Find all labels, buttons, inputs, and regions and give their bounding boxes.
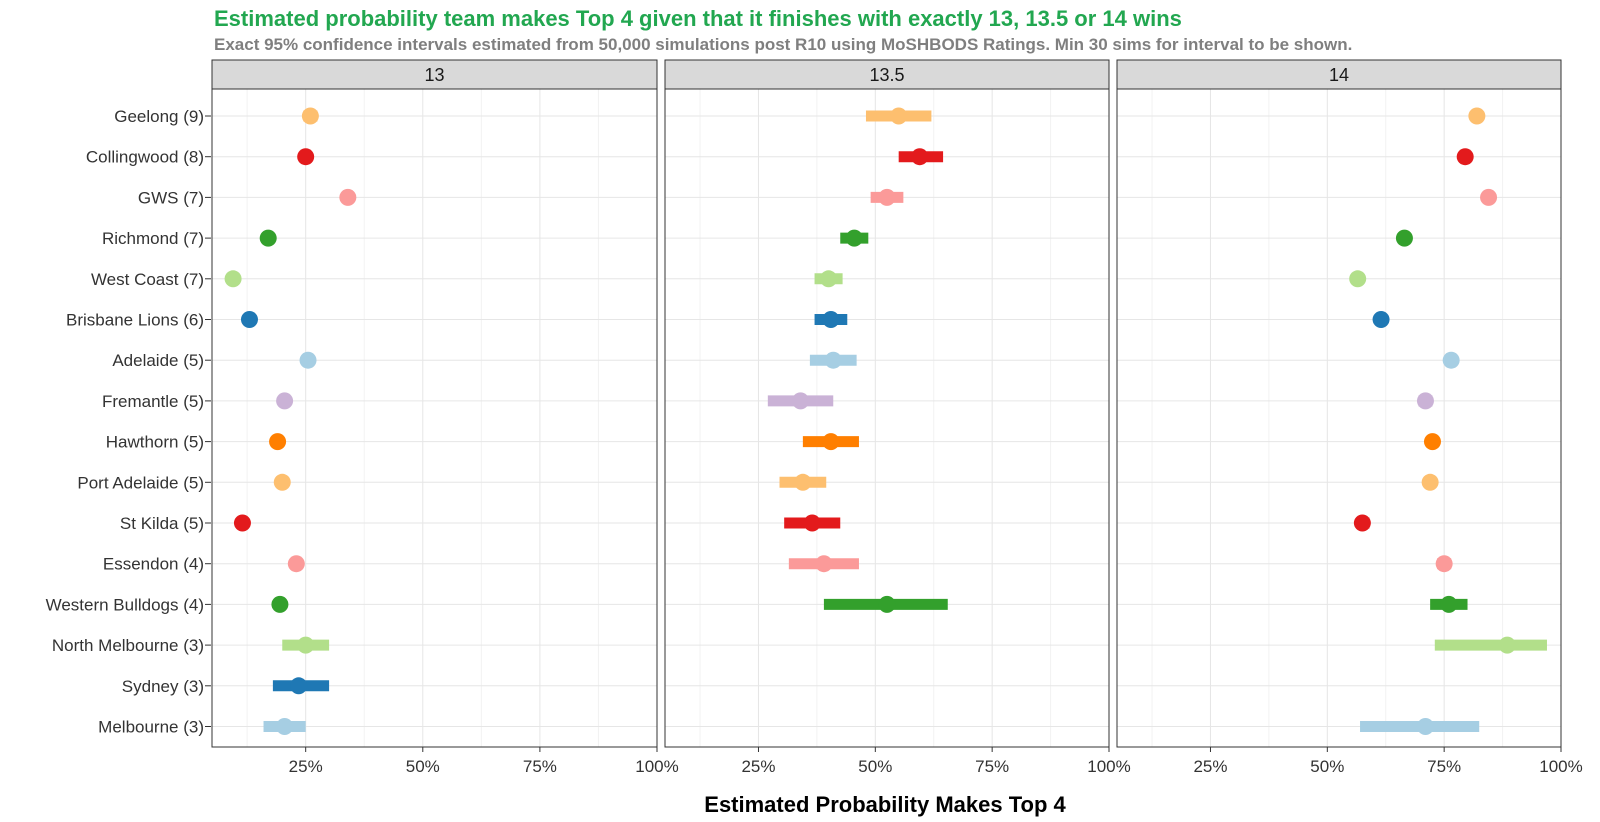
team-label: Fremantle (5) xyxy=(102,392,204,411)
x-tick-label: 75% xyxy=(523,757,557,776)
estimate-point xyxy=(878,188,896,206)
panel-background xyxy=(212,89,657,747)
estimate-point xyxy=(1395,229,1413,247)
estimate-point xyxy=(803,514,821,532)
x-tick-label: 50% xyxy=(1310,757,1344,776)
estimate-point xyxy=(259,229,277,247)
estimate-point xyxy=(271,595,289,613)
facet-panels: 13 25% 50% 75% 100% 13.5 25% 50% 75% 100% 14 25% 50%… xyxy=(211,59,1583,776)
facet-panel: 13.5 25% 50% 75% 100% xyxy=(664,59,1131,776)
estimate-point xyxy=(794,473,812,491)
team-label: GWS (7) xyxy=(138,188,204,207)
team-label: Richmond (7) xyxy=(102,229,204,248)
panel-border xyxy=(1116,88,1562,748)
team-label: Essendon (4) xyxy=(103,555,204,574)
estimate-point xyxy=(878,595,896,613)
team-label: St Kilda (5) xyxy=(120,514,204,533)
team-label: Geelong (9) xyxy=(114,107,204,126)
estimate-point xyxy=(290,677,308,695)
estimate-point xyxy=(1498,636,1516,654)
x-tick-label: 25% xyxy=(289,757,323,776)
panel-border xyxy=(664,88,1110,748)
team-label: Adelaide (5) xyxy=(112,351,204,370)
estimate-point xyxy=(1435,555,1453,573)
estimate-point xyxy=(287,555,305,573)
estimate-point xyxy=(339,188,357,206)
estimate-point xyxy=(273,473,291,491)
team-label: West Coast (7) xyxy=(91,270,204,289)
x-axis-label: Estimated Probability Makes Top 4 xyxy=(704,792,1066,817)
team-labels: Geelong (9) Collingwood (8) GWS (7) Richmon… xyxy=(46,107,211,737)
estimate-point xyxy=(276,392,294,410)
team-label: North Melbourne (3) xyxy=(52,636,204,655)
estimate-point xyxy=(1423,433,1441,451)
facet-panel: 13 25% 50% 75% 100% xyxy=(211,59,679,776)
facet-strip-label: 14 xyxy=(1329,65,1349,85)
estimate-point xyxy=(301,107,319,125)
facet-strip xyxy=(664,59,1110,90)
estimate-point xyxy=(1440,595,1458,613)
team-label: Port Adelaide (5) xyxy=(77,473,204,492)
estimate-point xyxy=(297,148,315,166)
estimate-point xyxy=(1480,188,1498,206)
estimate-point xyxy=(233,514,251,532)
estimate-point xyxy=(820,270,838,288)
estimate-point xyxy=(1372,311,1390,328)
estimate-point xyxy=(1456,148,1474,166)
team-label: Brisbane Lions (6) xyxy=(66,311,204,330)
panel-background xyxy=(665,89,1109,747)
team-label: Western Bulldogs (4) xyxy=(46,595,204,614)
team-label: Hawthorn (5) xyxy=(106,433,204,452)
estimate-point xyxy=(824,351,842,369)
estimate-point xyxy=(1468,107,1486,125)
x-tick-label: 75% xyxy=(1427,757,1461,776)
panel-border xyxy=(211,88,658,748)
estimate-point xyxy=(269,433,287,451)
facet-strip-label: 13 xyxy=(424,65,444,85)
facet-strip xyxy=(1116,59,1562,90)
estimate-point xyxy=(299,351,317,369)
estimate-point xyxy=(822,433,840,451)
estimate-point xyxy=(1353,514,1371,532)
estimate-point xyxy=(297,636,315,654)
x-tick-label: 75% xyxy=(975,757,1009,776)
estimate-point xyxy=(890,107,908,125)
estimate-point xyxy=(792,392,810,410)
chart-subtitle: Exact 95% confidence intervals estimated… xyxy=(214,35,1352,54)
x-tick-label: 25% xyxy=(741,757,775,776)
estimate-point xyxy=(224,270,242,288)
estimate-point xyxy=(1421,473,1439,491)
estimate-point xyxy=(1442,351,1460,369)
estimate-point xyxy=(240,311,258,328)
estimate-point xyxy=(822,311,840,328)
facet-panel: 14 25% 50% 75% 100% xyxy=(1116,59,1583,776)
estimate-point xyxy=(815,555,833,573)
estimate-point xyxy=(276,718,294,735)
x-tick-label: 100% xyxy=(1539,757,1582,776)
estimate-point xyxy=(845,229,863,247)
estimate-point xyxy=(911,148,929,166)
x-tick-label: 100% xyxy=(635,757,678,776)
x-tick-label: 100% xyxy=(1087,757,1130,776)
facet-strip-label: 13.5 xyxy=(869,65,904,85)
estimate-point xyxy=(1349,270,1367,288)
x-tick-label: 50% xyxy=(406,757,440,776)
team-label: Melbourne (3) xyxy=(98,718,204,737)
team-label: Collingwood (8) xyxy=(86,148,204,167)
x-tick-label: 25% xyxy=(1193,757,1227,776)
x-tick-label: 50% xyxy=(858,757,892,776)
team-label: Sydney (3) xyxy=(122,677,204,696)
chart-title: Estimated probability team makes Top 4 g… xyxy=(214,6,1182,31)
estimate-point xyxy=(1416,392,1434,410)
estimate-point xyxy=(1416,718,1434,735)
